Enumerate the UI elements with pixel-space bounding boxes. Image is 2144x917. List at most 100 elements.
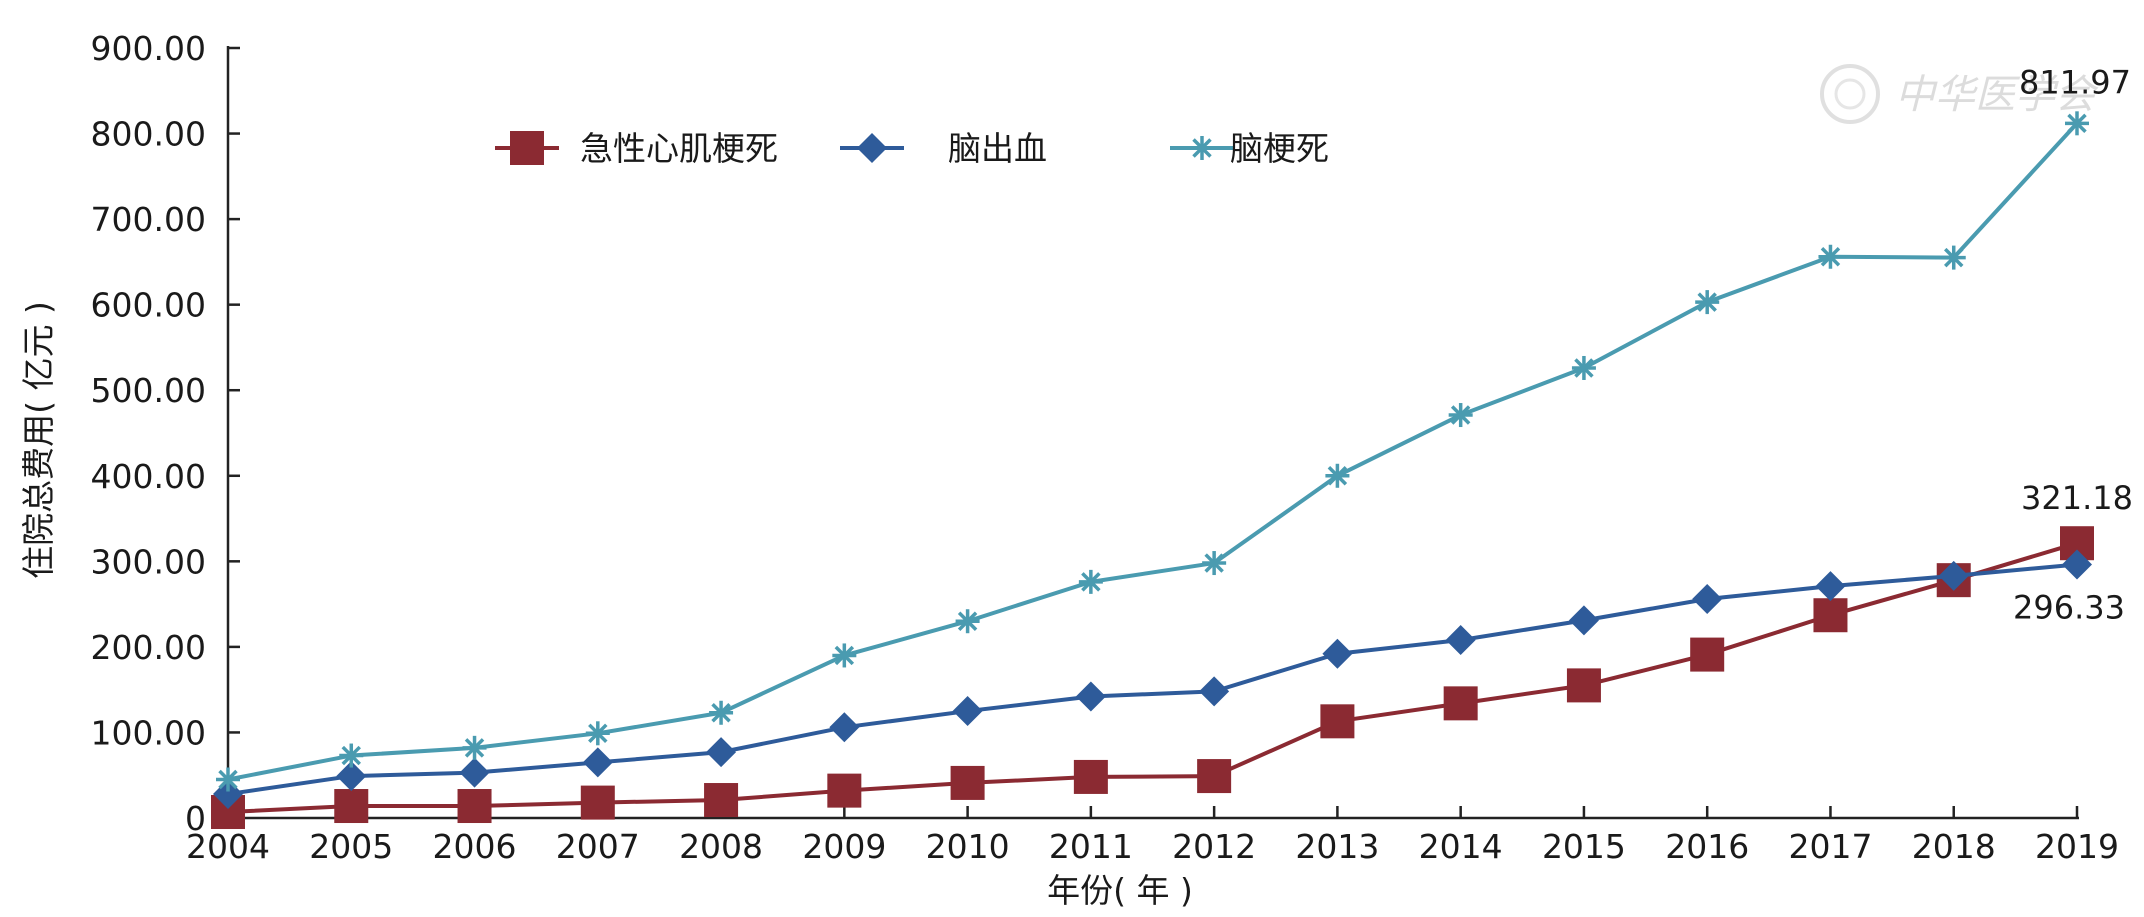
x-tick-label: 2008 xyxy=(679,827,763,866)
watermark-text: 中华医学会 xyxy=(1895,72,2099,118)
x-tick-label: 2011 xyxy=(1049,827,1133,866)
axes: 0 100.00 200.00 300.00 400.00 500.00 600.00 700… xyxy=(91,29,2119,866)
data-point xyxy=(1448,403,1473,428)
marker-stroke xyxy=(1820,247,1841,267)
marker-stroke xyxy=(1192,138,1212,158)
data-point xyxy=(1325,463,1350,488)
series-0 xyxy=(211,526,2094,830)
y-tick-label: 200.00 xyxy=(91,628,206,667)
data-point xyxy=(827,773,862,808)
data-point xyxy=(582,747,613,778)
x-tick-label: 2006 xyxy=(433,827,517,866)
x-tick-label: 2012 xyxy=(1172,827,1256,866)
y-tick-label: 100.00 xyxy=(91,713,206,752)
data-point xyxy=(709,700,734,725)
series-1 xyxy=(213,549,2092,810)
series-line xyxy=(227,562,2078,797)
legend-marker xyxy=(857,133,887,163)
y-tick-label: 300.00 xyxy=(91,542,206,581)
data-point xyxy=(1568,605,1599,636)
data-point xyxy=(339,743,364,768)
data-point xyxy=(1571,355,1596,380)
x-tick-label: 2014 xyxy=(1419,827,1503,866)
marker-stroke xyxy=(1081,572,1101,592)
series-line xyxy=(227,541,2078,815)
marker-stroke xyxy=(218,769,238,790)
series-line xyxy=(227,121,2079,782)
data-point xyxy=(1695,290,1720,315)
x-tick-label: 2018 xyxy=(1912,827,1996,866)
x-tick-label: 2004 xyxy=(186,827,270,866)
data-point xyxy=(585,721,610,746)
marker-stroke xyxy=(464,738,485,758)
data-point xyxy=(1320,704,1355,739)
data-point xyxy=(1078,569,1103,594)
data-point xyxy=(952,696,983,727)
data-point xyxy=(1566,668,1601,703)
marker-stroke xyxy=(834,645,855,666)
data-point xyxy=(1818,244,1843,269)
data-point xyxy=(580,785,615,820)
data-point xyxy=(2065,111,2089,136)
data-label: 321.18 xyxy=(2021,479,2133,517)
legend-label: 急性心肌梗死 xyxy=(580,129,778,168)
data-point xyxy=(706,737,737,768)
legend-label: 脑出血 xyxy=(948,129,1047,168)
y-tick-label: 600.00 xyxy=(91,286,206,325)
marker-stroke xyxy=(341,745,361,766)
watermark: 中华医学会 xyxy=(1820,64,2099,124)
marker-stroke xyxy=(588,723,608,744)
legend-marker xyxy=(510,131,544,165)
marker-stroke xyxy=(1450,405,1471,425)
y-tick-label: 400.00 xyxy=(91,457,206,496)
data-labels: 811.97 321.18 296.33 xyxy=(2013,63,2133,626)
series-2 xyxy=(216,111,2089,792)
x-tick-label: 2015 xyxy=(1542,827,1626,866)
data-point xyxy=(2062,549,2092,580)
data-point xyxy=(950,765,985,800)
x-tick-label: 2010 xyxy=(926,827,1010,866)
x-tick-label: 2013 xyxy=(1295,827,1379,866)
data-point xyxy=(457,789,492,824)
watermark-seal-inner xyxy=(1834,78,1866,110)
data-point xyxy=(1202,551,1227,576)
marker-stroke xyxy=(1574,358,1594,378)
marker-stroke xyxy=(711,703,731,723)
data-point xyxy=(955,609,980,634)
data-point xyxy=(1938,560,1969,591)
y-tick-label: 0 xyxy=(185,799,206,838)
data-point xyxy=(1073,759,1108,794)
x-tick-label: 2005 xyxy=(309,827,393,866)
y-tick-label: 700.00 xyxy=(91,200,206,239)
y-tick-label: 900.00 xyxy=(91,29,206,68)
data-point xyxy=(832,643,857,668)
marker-stroke xyxy=(1944,247,1964,268)
data-point xyxy=(1322,638,1353,669)
data-point xyxy=(216,767,240,792)
data-point xyxy=(1813,598,1848,633)
marker-stroke xyxy=(2067,113,2087,134)
x-tick-label: 2007 xyxy=(556,827,640,866)
x-axis-title: 年份( 年 ) xyxy=(1047,871,1193,910)
y-tick-label: 800.00 xyxy=(91,115,206,154)
data-point xyxy=(1199,676,1230,707)
data-label: 296.33 xyxy=(2013,588,2125,626)
marker-stroke xyxy=(957,611,978,631)
data-point xyxy=(704,783,739,818)
marker-stroke xyxy=(1327,466,1348,486)
data-point xyxy=(1075,681,1106,712)
data-label: 811.97 xyxy=(2019,63,2131,101)
data-point xyxy=(336,761,367,792)
marker-stroke xyxy=(1204,553,1224,573)
y-axis-title: 住院总费用( 亿元 ) xyxy=(19,301,58,579)
data-point xyxy=(1692,583,1723,614)
data-point xyxy=(459,757,490,788)
data-point xyxy=(1445,625,1476,656)
x-tick-label: 2016 xyxy=(1665,827,1749,866)
y-tick-label: 500.00 xyxy=(91,371,206,410)
x-tick-label: 2019 xyxy=(2035,827,2119,866)
marker-stroke xyxy=(1697,292,1717,312)
legend: 急性心肌梗死 脑出血 脑梗死 xyxy=(495,129,1329,168)
legend-item-2: 脑梗死 xyxy=(1170,129,1329,168)
